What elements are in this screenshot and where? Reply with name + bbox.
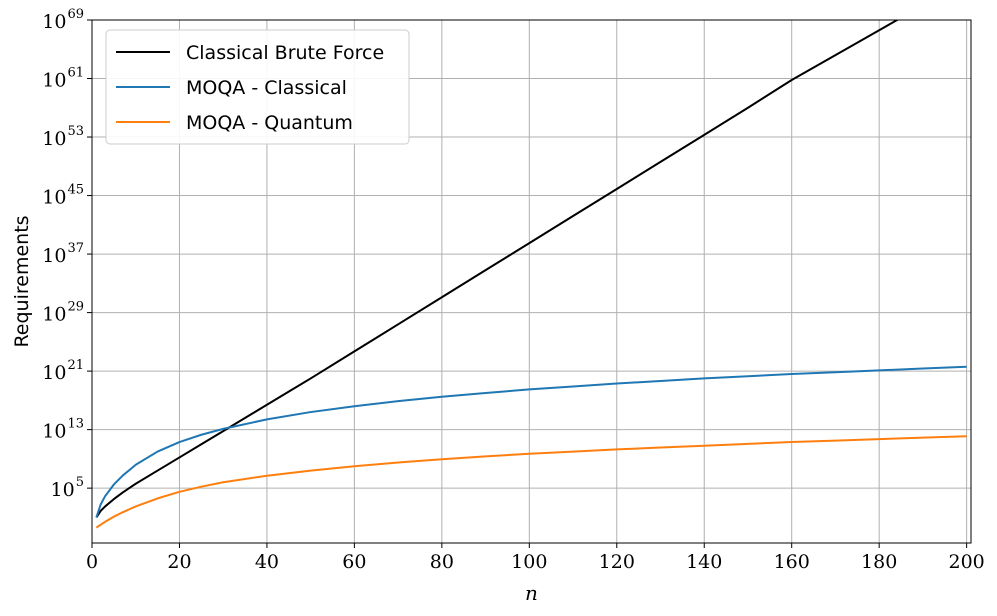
x-tick-label: 100 (511, 551, 547, 573)
y-tick-exponent: 13 (67, 417, 84, 432)
x-axis-ticks: 0 20 40 60 80 100 120 140 160 180 200 (86, 543, 985, 573)
x-tick-label: 160 (774, 551, 810, 573)
x-tick-label: 200 (948, 551, 984, 573)
x-tick-label: 120 (599, 551, 635, 573)
y-tick-base: 10 (42, 70, 66, 92)
grid (91, 19, 971, 543)
y-tick-base: 10 (42, 304, 66, 326)
x-tick-label: 140 (686, 551, 722, 573)
series-lines (95, 20, 967, 529)
plot-frame (91, 19, 972, 544)
y-tick-base: 10 (51, 479, 75, 501)
series-line-2 (95, 435, 967, 529)
series-line-0 (95, 20, 900, 518)
y-tick-base: 10 (42, 128, 66, 150)
y-tick-exponent: 5 (76, 475, 84, 490)
y-axis-label: Requirements (11, 215, 33, 347)
y-tick-label: 510 (51, 475, 84, 501)
x-tick-label: 60 (342, 551, 366, 573)
y-tick-exponent: 69 (67, 7, 84, 22)
x-tick-label: 80 (430, 551, 454, 573)
x-tick-label: 180 (861, 551, 897, 573)
legend-box (105, 29, 410, 145)
legend-label-2: MOQA - Quantum (186, 112, 353, 134)
y-tick-base: 10 (42, 245, 66, 267)
series-line-1 (95, 365, 967, 518)
x-tick-label: 20 (167, 551, 191, 573)
legend-label-1: MOQA - Classical (186, 77, 347, 99)
y-tick-base: 10 (42, 187, 66, 209)
y-tick-exponent: 45 (67, 183, 84, 198)
legend-label-0: Classical Brute Force (186, 42, 384, 64)
y-tick-exponent: 37 (67, 241, 84, 256)
y-tick-exponent: 29 (67, 300, 84, 315)
y-tick-exponent: 53 (67, 124, 84, 139)
y-tick-base: 10 (42, 362, 66, 384)
y-tick-base: 10 (42, 421, 66, 443)
legend: Classical Brute Force MOQA - Classical MOQ… (105, 29, 410, 145)
y-tick-exponent: 21 (67, 358, 84, 373)
y-tick-base: 10 (42, 11, 66, 33)
y-tick-exponent: 61 (67, 66, 84, 81)
x-tick-label: 40 (255, 551, 279, 573)
x-axis-label: n (525, 581, 538, 605)
x-tick-label: 0 (86, 551, 98, 573)
